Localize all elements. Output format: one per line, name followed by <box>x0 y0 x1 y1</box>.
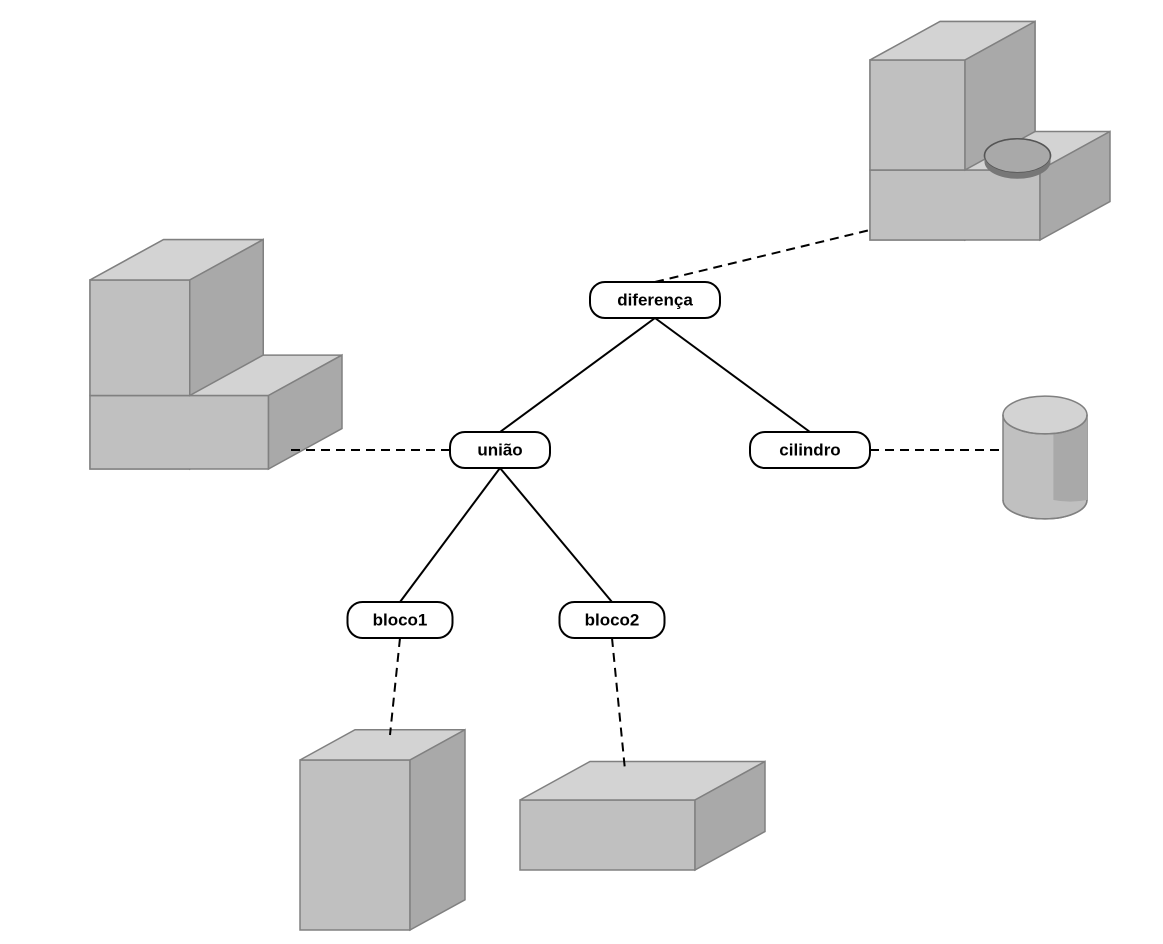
cylinder-shape <box>1003 396 1087 519</box>
node-label-diferenca: diferença <box>617 290 693 309</box>
edge-uniao-bloco1 <box>400 468 500 602</box>
edge-diferenca-uniao <box>500 318 655 432</box>
node-label-cilindro: cilindro <box>779 440 840 459</box>
union-shape <box>90 240 342 469</box>
edge-uniao-bloco2 <box>500 468 612 602</box>
result-shape <box>870 22 1110 241</box>
block2-shape <box>520 762 765 871</box>
node-bloco1: bloco1 <box>348 602 453 638</box>
csg-tree-diagram: diferença união cilindro bloco1 bloco2 <box>0 0 1163 944</box>
node-bloco2: bloco2 <box>560 602 665 638</box>
dashed-bloco1 <box>390 638 400 735</box>
dashed-diferenca <box>655 230 870 282</box>
node-label-bloco1: bloco1 <box>373 610 428 629</box>
node-diferenca: diferença <box>590 282 720 318</box>
dashed-bloco2 <box>612 638 625 770</box>
node-label-bloco2: bloco2 <box>585 610 640 629</box>
block1-shape <box>300 730 465 930</box>
node-label-uniao: união <box>477 440 522 459</box>
node-cilindro: cilindro <box>750 432 870 468</box>
node-uniao: união <box>450 432 550 468</box>
edge-diferenca-cilindro <box>655 318 810 432</box>
